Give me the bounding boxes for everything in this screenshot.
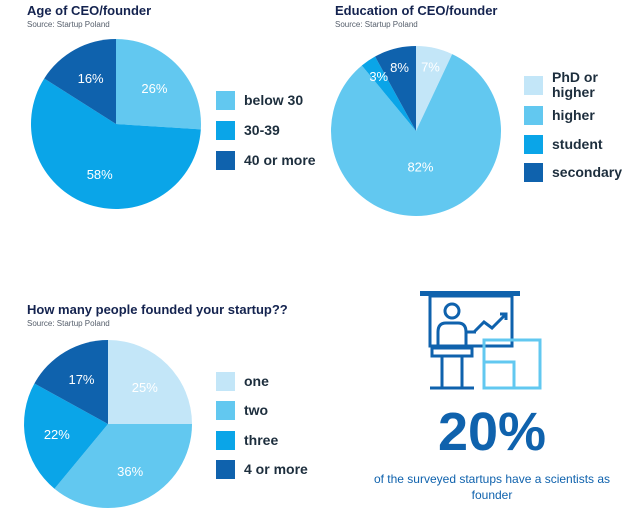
legend-swatch-three [216, 431, 235, 450]
legend-label-phd: PhD or higher [552, 69, 598, 100]
pie-slice-two [54, 424, 192, 508]
pie-label-two: 36% [117, 464, 143, 479]
age-chart-title: Age of CEO/founder [27, 3, 152, 18]
pie-slice-30-39 [31, 78, 201, 209]
education-chart-source: Source: Startup Poland [335, 20, 418, 29]
legend-item-secondary: secondary [524, 163, 622, 182]
age-pie-chart: 26% 58% 16% [31, 39, 201, 209]
legend-swatch-4-or-more [216, 460, 235, 479]
legend-label-30-39: 30-39 [244, 122, 280, 138]
pie-slice-student [361, 56, 416, 131]
legend-swatch-below-30 [216, 91, 235, 110]
pie-slice-40-or-more [44, 39, 116, 124]
pie-slice-three [23, 383, 108, 489]
legend-swatch-phd [524, 75, 543, 95]
education-chart-title: Education of CEO/founder [335, 3, 498, 18]
pie-label-30-39: 58% [87, 167, 113, 182]
legend-label-student: student [552, 136, 603, 152]
legend-label-40-or-more: 40 or more [244, 152, 316, 168]
age-chart-source: Source: Startup Poland [27, 20, 110, 29]
education-pie-chart: 7% 82% 3%8% [331, 46, 501, 217]
legend-label-two: two [244, 402, 269, 418]
pie-label-secondary: 8% [390, 60, 409, 75]
presenter-chart-icon [420, 291, 542, 390]
pie-label-student: 3% [369, 69, 388, 84]
pie-slice-phd-or-higher [416, 46, 453, 131]
founders-chart-title: How many people founded your startup?? [27, 302, 288, 317]
legend-item-one: one [216, 372, 269, 391]
legend-swatch-student [524, 135, 543, 154]
pie-label-4-or-more: 17% [68, 372, 94, 387]
legend-label-4-or-more: 4 or more [244, 461, 308, 477]
pie-slice-below-30 [116, 39, 201, 130]
legend-label-secondary: secondary [552, 164, 623, 180]
scientist-founder-caption: of the surveyed startups have a scientis… [373, 472, 611, 502]
legend-swatch-secondary [524, 163, 543, 182]
founders-pie-chart: 25% 36% 22% 17% [23, 340, 192, 508]
pie-label-below-30: 26% [141, 81, 167, 96]
pie-label-one: 25% [132, 380, 158, 395]
pie-slice-one [108, 340, 192, 424]
legend-item-40-or-more: 40 or more [216, 151, 316, 170]
pie-slice-4-or-more [34, 340, 108, 424]
legend-label-higher: higher [552, 107, 595, 123]
legend-swatch-40-or-more [216, 151, 235, 170]
legend-swatch-higher [524, 106, 543, 125]
pie-label-40-or-more: 16% [78, 71, 104, 86]
pie-slice-secondary [375, 46, 416, 131]
legend-swatch-30-39 [216, 121, 235, 140]
legend-item-below-30: below 30 [216, 91, 303, 110]
legend-label-below-30: below 30 [244, 92, 304, 108]
legend-item-two: two [216, 401, 268, 420]
legend-label-three: three [244, 432, 279, 448]
legend-item-4-or-more: 4 or more [216, 460, 308, 479]
founders-chart-source: Source: Startup Poland [27, 319, 110, 328]
legend-swatch-two [216, 401, 235, 420]
legend-item-three: three [216, 431, 278, 450]
legend-item-higher: higher [524, 106, 595, 125]
pie-slice-higher [331, 54, 501, 217]
legend-item-30-39: 30-39 [216, 121, 280, 140]
legend-item-student: student [524, 135, 603, 154]
legend-label-one: one [244, 373, 269, 389]
scientist-founder-stat: 20% [437, 402, 547, 462]
legend-swatch-one [216, 372, 235, 391]
legend-item-phd: PhD or higher [524, 70, 622, 100]
pie-label-three: 22% [44, 427, 70, 442]
pie-label-phd-or-higher: 7% [421, 59, 440, 74]
pie-label-higher: 82% [407, 159, 433, 174]
